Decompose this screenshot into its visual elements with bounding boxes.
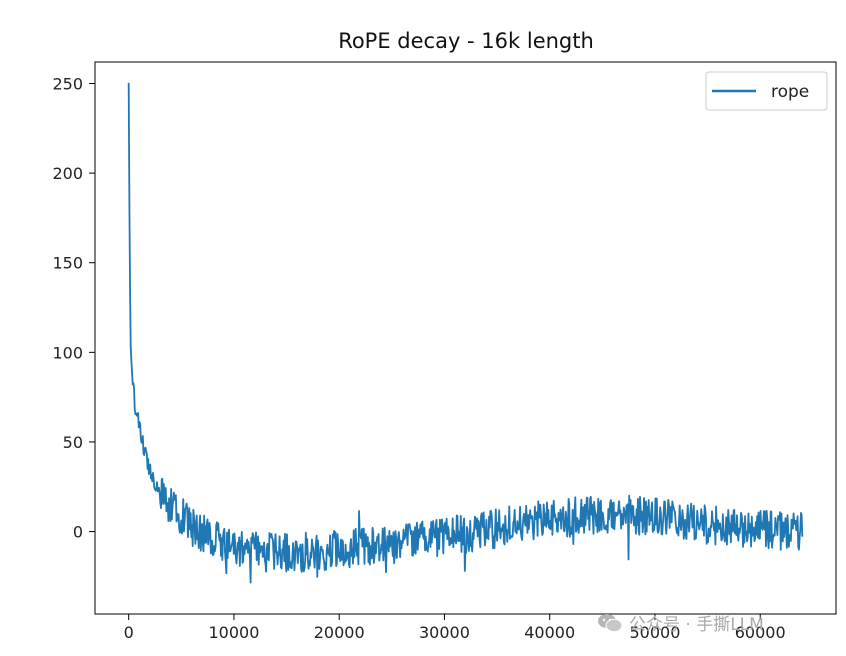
- y-tick-label: 0: [73, 523, 83, 542]
- axes: 0 10000 20000 30000 40000 50000 60000 0 50 100 150…: [52, 61, 837, 642]
- chart-title: RoPE decay - 16k length: [338, 29, 594, 53]
- x-tick-label: 40000: [524, 623, 575, 642]
- y-tick-label: 100: [52, 343, 83, 362]
- legend: rope: [705, 71, 828, 111]
- y-tick-label: 50: [63, 433, 83, 452]
- watermark: 公众号 · 手撕LLM: [597, 610, 764, 635]
- x-tick-label: 0: [124, 623, 134, 642]
- series-line-rope: [127, 82, 804, 584]
- x-tick-label: 10000: [208, 623, 259, 642]
- watermark-text: 公众号 · 手撕LLM: [629, 615, 764, 635]
- axes-frame: [94, 61, 837, 615]
- y-tick-label: 150: [52, 254, 83, 273]
- plot-area: [127, 82, 804, 584]
- x-tick-label: 50000: [630, 623, 681, 642]
- wechat-icon: [598, 613, 623, 632]
- x-tick-label: 30000: [419, 623, 470, 642]
- y-tick-label: 200: [52, 164, 83, 183]
- legend-label: rope: [771, 82, 809, 102]
- y-tick-label: 250: [52, 75, 83, 94]
- legend-box: [705, 71, 828, 111]
- x-tick-label: 20000: [314, 623, 365, 642]
- x-tick-label: 60000: [735, 623, 786, 642]
